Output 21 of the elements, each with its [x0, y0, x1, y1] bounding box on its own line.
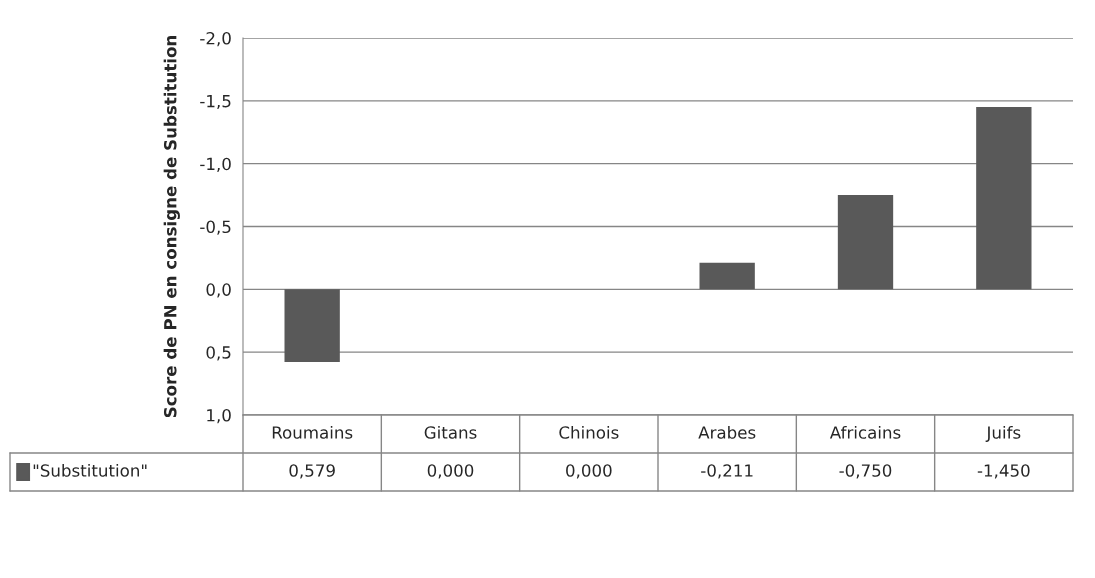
x-tick-label: Gitans	[424, 425, 477, 439]
y-tick-label: 0,0	[206, 283, 231, 298]
data-label: 0,000	[427, 464, 474, 479]
y-axis-title: Score de PN en consigne de Substitution	[163, 35, 180, 418]
x-tick-label: Juifs	[985, 425, 1021, 442]
data-label: -1,450	[977, 464, 1030, 479]
x-tick-label: Chinois	[559, 425, 619, 439]
y-tick-label: -0,5	[200, 220, 231, 235]
data-label: -0,211	[701, 464, 753, 479]
x-tick-label: Africains	[829, 425, 901, 439]
x-tick-label: Roumains	[272, 425, 353, 439]
x-tick-label: Arabes	[698, 425, 756, 439]
y-tick-label: -2,0	[200, 31, 231, 47]
data-label: -0,750	[839, 464, 892, 479]
y-tick-label: -1,5	[200, 95, 231, 110]
y-tick-label: -1,0	[200, 157, 231, 172]
data-label: 0,579	[289, 464, 335, 479]
y-tick-label: 0,5	[206, 346, 231, 361]
data-label: 0,000	[566, 464, 612, 479]
legend-label: "Substitution"	[33, 463, 147, 477]
y-tick-label: 1,0	[207, 408, 231, 424]
